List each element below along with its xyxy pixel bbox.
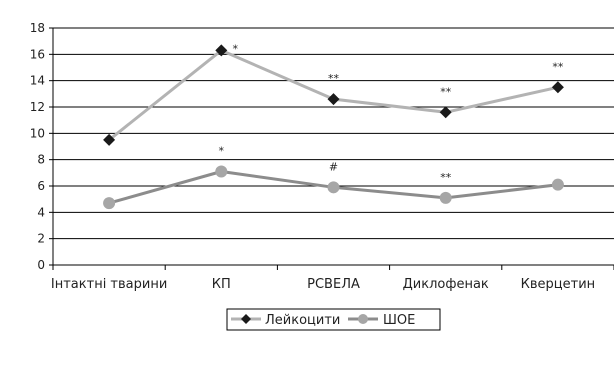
series-2-point (440, 192, 452, 204)
x-category-label: Інтактні тварини (51, 277, 167, 292)
y-tick-label: 6 (37, 179, 45, 193)
series-2-point (328, 181, 340, 193)
significance-annotation: ** (552, 60, 564, 73)
legend-label-2: ШОЕ (383, 313, 415, 328)
series-1-point (552, 81, 564, 93)
significance-annotation: # (329, 160, 338, 173)
x-category-label: Диклофенак (403, 277, 489, 292)
y-tick-label: 14 (30, 74, 45, 88)
series-2-point (215, 166, 227, 178)
y-tick-label: 2 (37, 232, 45, 246)
significance-annotation: * (233, 42, 239, 55)
x-category-label: КП (212, 277, 231, 292)
significance-annotation: ** (440, 85, 452, 98)
significance-annotation: ** (440, 171, 452, 184)
x-category-label: Кверцетин (521, 277, 596, 292)
series-2-point (103, 197, 115, 209)
significance-annotation: ** (328, 72, 340, 85)
y-tick-label: 0 (37, 258, 45, 272)
y-tick-label: 4 (37, 205, 45, 219)
x-category-label: PCBEЛА (307, 277, 360, 292)
series-1-point (328, 93, 340, 105)
y-tick-label: 18 (30, 21, 45, 35)
y-tick-label: 8 (37, 153, 45, 167)
legend-marker-2 (358, 314, 368, 324)
significance-annotation: * (219, 145, 225, 158)
y-tick-label: 16 (30, 47, 45, 61)
y-tick-label: 10 (30, 126, 45, 140)
legend-label-1: Лейкоцити (265, 313, 340, 328)
series-2-point (552, 179, 564, 191)
series-1-point (440, 106, 452, 118)
y-tick-label: 12 (30, 100, 45, 114)
